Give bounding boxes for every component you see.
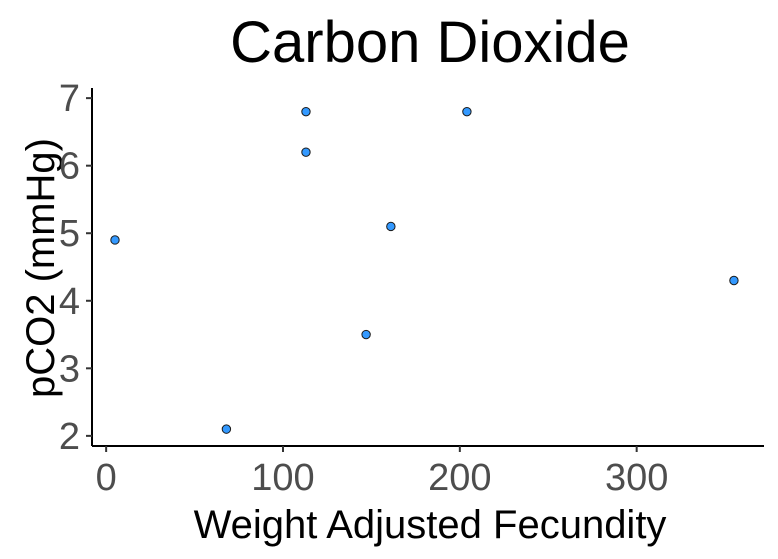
- axis-ticks: 0 100 200 300 2 3 4 5 6 7: [59, 78, 669, 499]
- data-points: [110, 106, 739, 434]
- data-point: [462, 106, 472, 117]
- y-tick-label: 4: [59, 281, 80, 323]
- data-point: [110, 235, 120, 245]
- y-tick-label: 7: [59, 78, 80, 120]
- data-point: [301, 147, 311, 157]
- x-tick-label: 300: [605, 457, 668, 499]
- y-axis-label: pCO2 (mmHg): [19, 138, 63, 398]
- data-point: [301, 106, 311, 117]
- chart-title: Carbon Dioxide: [230, 10, 630, 75]
- data-point: [361, 329, 371, 340]
- y-tick-label: 3: [59, 348, 80, 390]
- y-tick-label: 5: [59, 213, 80, 255]
- y-tick-label: 6: [59, 146, 80, 188]
- x-tick-label: 200: [428, 457, 491, 499]
- y-tick-label: 2: [59, 416, 80, 458]
- data-point: [386, 221, 396, 232]
- x-tick-label: 100: [251, 457, 314, 499]
- data-point: [729, 275, 739, 286]
- data-point: [221, 424, 232, 434]
- x-tick-label: 0: [96, 457, 117, 499]
- x-axis-label: Weight Adjusted Fecundity: [194, 503, 667, 547]
